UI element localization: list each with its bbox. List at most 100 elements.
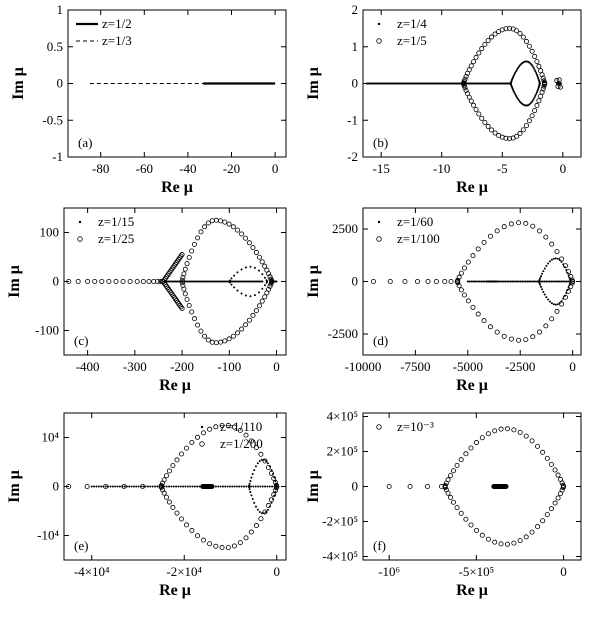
data-point xyxy=(273,476,276,479)
data-point xyxy=(248,488,251,491)
data-point xyxy=(120,278,126,284)
data-point xyxy=(212,280,215,283)
y-axis-label: Im μ xyxy=(305,470,322,503)
data-point xyxy=(182,291,188,297)
data-point xyxy=(156,485,159,488)
data-point xyxy=(555,472,561,478)
data-point xyxy=(153,485,156,488)
data-point xyxy=(250,476,253,479)
data-point xyxy=(230,277,233,280)
data-point xyxy=(269,278,275,284)
plot-area xyxy=(66,217,278,346)
data-point xyxy=(165,485,168,488)
data-point xyxy=(541,272,544,275)
data-point xyxy=(543,280,546,283)
data-point xyxy=(213,543,219,549)
data-point xyxy=(104,485,107,488)
data-point xyxy=(513,91,516,94)
data-point xyxy=(244,294,247,297)
data-point xyxy=(549,316,555,322)
panel-tag: (c) xyxy=(74,333,88,348)
data-point xyxy=(498,426,504,432)
data-point xyxy=(265,464,271,470)
data-point xyxy=(128,485,131,488)
data-point xyxy=(274,483,280,489)
plot-area xyxy=(365,25,563,142)
data-point xyxy=(168,280,171,283)
y-tick-label: 2×10⁵ xyxy=(327,444,358,459)
y-tick-label: -100 xyxy=(35,323,59,338)
data-point xyxy=(151,278,157,284)
data-point xyxy=(252,280,255,283)
data-point xyxy=(548,461,554,467)
data-point xyxy=(540,518,546,524)
data-point xyxy=(123,485,126,488)
data-point xyxy=(248,280,251,283)
data-point xyxy=(245,280,248,283)
data-point xyxy=(231,280,234,283)
data-point xyxy=(253,444,259,450)
data-point xyxy=(140,483,146,489)
data-point xyxy=(538,278,541,281)
data-point xyxy=(535,72,538,75)
data-point xyxy=(266,508,269,511)
data-point xyxy=(198,328,204,334)
data-point xyxy=(142,485,145,488)
data-point xyxy=(263,284,266,287)
data-point xyxy=(532,108,538,114)
data-point xyxy=(514,133,520,139)
data-point xyxy=(172,280,175,283)
data-point xyxy=(264,485,267,488)
data-point xyxy=(567,280,570,283)
data-point xyxy=(230,224,236,230)
data-point xyxy=(523,220,529,226)
data-point xyxy=(548,506,554,512)
data-point xyxy=(542,290,545,293)
legend-label: z=1/5 xyxy=(397,33,427,48)
data-point xyxy=(552,467,558,473)
series-d-1 xyxy=(466,257,572,306)
data-point xyxy=(520,34,526,40)
data-point xyxy=(186,255,192,261)
data-point xyxy=(213,280,216,283)
data-point xyxy=(515,70,518,73)
data-point xyxy=(539,283,542,286)
data-point xyxy=(455,280,461,286)
data-point xyxy=(230,333,236,339)
panel-c: -400 -300 -200 -100 0 -100 0 100 Re μ Im μ z=1/15 z… xyxy=(6,207,287,394)
data-point xyxy=(257,291,260,294)
data-point xyxy=(514,93,517,96)
data-point xyxy=(109,485,112,488)
y-tick-label: -2 xyxy=(347,149,358,164)
data-point xyxy=(224,485,227,488)
data-point xyxy=(202,280,205,283)
data-point xyxy=(489,127,495,133)
y-tick-label: 4×10⁵ xyxy=(327,409,358,424)
data-point xyxy=(442,485,448,491)
legend-swatch xyxy=(78,220,82,224)
data-point xyxy=(540,280,543,283)
data-point xyxy=(516,337,522,343)
data-point xyxy=(512,74,515,77)
data-point xyxy=(545,296,548,299)
data-point xyxy=(494,329,500,335)
data-point xyxy=(267,283,273,289)
data-point xyxy=(262,458,268,464)
data-point xyxy=(189,248,195,254)
x-tick-label: 0 xyxy=(272,161,279,176)
data-point xyxy=(264,511,267,514)
data-point xyxy=(487,324,493,330)
x-tick-label: -2500 xyxy=(505,359,535,374)
data-point xyxy=(207,426,213,432)
series-e-1 xyxy=(90,458,278,515)
data-point xyxy=(564,280,567,283)
data-point xyxy=(526,280,529,283)
data-point xyxy=(185,280,188,283)
x-axis-label: Re μ xyxy=(159,582,191,599)
data-point xyxy=(253,294,256,297)
data-point xyxy=(207,541,213,547)
data-point xyxy=(268,485,271,488)
data-point xyxy=(483,280,486,283)
data-point xyxy=(517,280,520,283)
